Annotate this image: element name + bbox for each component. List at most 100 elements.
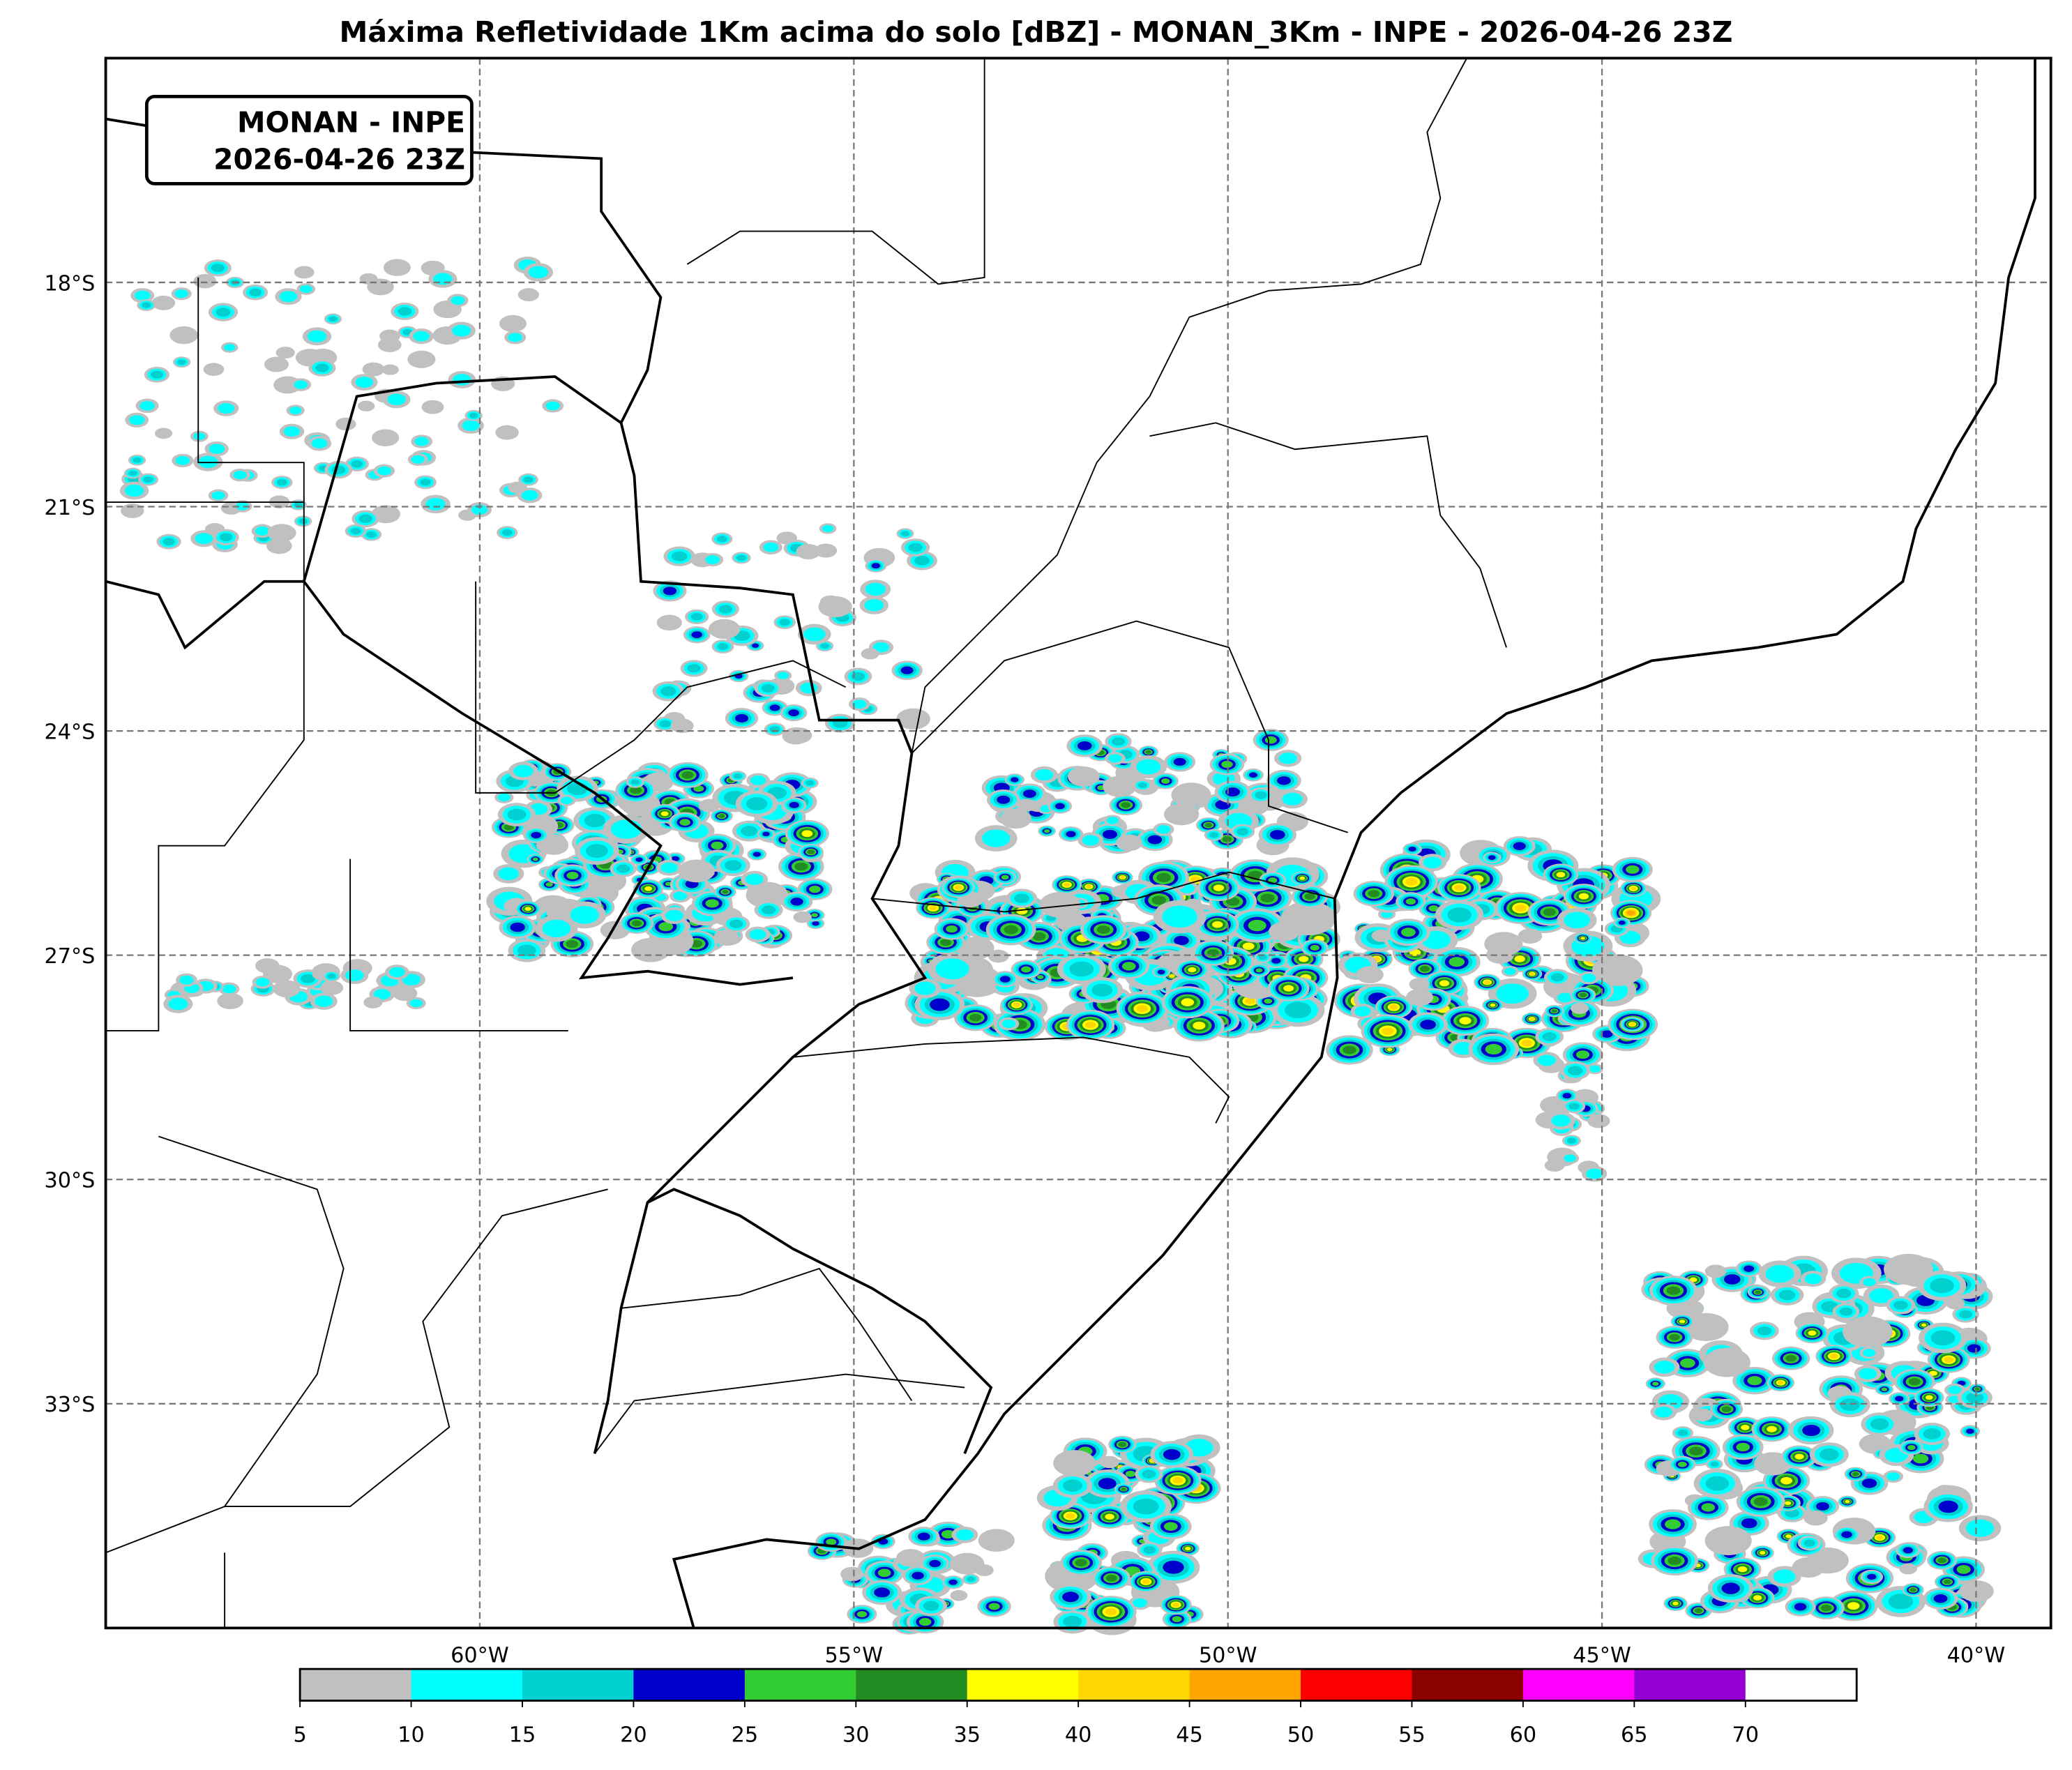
reflectivity-cell xyxy=(864,599,884,612)
reflectivity-cell xyxy=(761,905,776,915)
reflectivity-cell xyxy=(900,666,914,674)
reflectivity-cell xyxy=(1371,929,1392,942)
reflectivity-cell xyxy=(532,857,538,861)
reflectivity-cell xyxy=(1156,825,1171,834)
reflectivity-cell xyxy=(531,831,542,839)
reflectivity-cell xyxy=(1408,846,1416,852)
reflectivity-cell xyxy=(1586,1168,1603,1179)
reflectivity-cell xyxy=(175,455,190,465)
reflectivity-cell xyxy=(644,886,653,891)
reflectivity-cell xyxy=(724,860,742,871)
reflectivity-cell xyxy=(222,984,236,994)
reflectivity-cell xyxy=(193,273,217,289)
reflectivity-cell xyxy=(421,400,444,414)
reflectivity-cell xyxy=(177,359,186,365)
reflectivity-cell xyxy=(1677,1461,1687,1467)
reflectivity-cell xyxy=(1956,1565,1971,1574)
reflectivity-cell xyxy=(1237,828,1249,835)
reflectivity-cell xyxy=(1160,778,1170,784)
reflectivity-cell xyxy=(363,996,383,1008)
colorbar-swatch xyxy=(1634,1669,1746,1701)
reflectivity-cell xyxy=(1420,966,1430,972)
reflectivity-cell xyxy=(1284,1001,1312,1019)
reflectivity-cell xyxy=(1967,1344,1981,1353)
colorbar-swatch xyxy=(300,1669,412,1701)
reflectivity-cell xyxy=(567,782,588,796)
colorbar-swatch xyxy=(967,1669,1080,1701)
reflectivity-cell xyxy=(1744,1265,1755,1272)
reflectivity-cell xyxy=(1255,968,1263,973)
reflectivity-cell xyxy=(1564,912,1591,929)
reflectivity-cell xyxy=(1582,974,1596,983)
reflectivity-cell xyxy=(1665,1519,1681,1529)
reflectivity-cell xyxy=(681,771,694,779)
reflectivity-cell xyxy=(211,491,225,500)
reflectivity-cell xyxy=(1102,829,1117,840)
reflectivity-cell xyxy=(1016,799,1037,812)
reflectivity-cell xyxy=(793,911,812,923)
reflectivity-cell xyxy=(865,582,886,596)
reflectivity-cell xyxy=(1859,1368,1877,1379)
reflectivity-cell xyxy=(383,259,411,276)
reflectivity-cell xyxy=(1277,776,1291,785)
reflectivity-cell xyxy=(1449,957,1465,967)
reflectivity-cell xyxy=(1181,998,1195,1006)
reflectivity-cell xyxy=(918,1618,932,1626)
reflectivity-cell xyxy=(908,543,923,552)
colorbar-swatch xyxy=(1745,1669,1858,1701)
reflectivity-cell xyxy=(315,995,333,1007)
colorbar-tick-label: 55 xyxy=(1398,1723,1426,1747)
reflectivity-cell xyxy=(1937,1557,1946,1564)
reflectivity-cell xyxy=(997,795,1011,804)
colorbar-swatch xyxy=(856,1669,968,1701)
reflectivity-cell xyxy=(914,555,930,566)
reflectivity-cell xyxy=(1757,1326,1772,1336)
reflectivity-cell xyxy=(151,295,176,310)
reflectivity-cell xyxy=(128,415,145,425)
reflectivity-cell xyxy=(777,672,789,679)
reflectivity-cell xyxy=(1736,1442,1750,1452)
reflectivity-cell xyxy=(350,527,361,535)
reflectivity-cell xyxy=(745,873,764,886)
reflectivity-cell xyxy=(362,362,385,377)
reflectivity-cell xyxy=(377,337,402,352)
reflectivity-cell xyxy=(1382,1027,1394,1035)
reflectivity-cell xyxy=(1137,782,1147,789)
reflectivity-cell xyxy=(1105,1513,1114,1520)
reflectivity-cell xyxy=(1400,928,1416,937)
reflectivity-cell xyxy=(1694,1608,1702,1613)
longitude-labels: 60°W 55°W 50°W 45°W 40°W xyxy=(451,1644,2005,1668)
reflectivity-cell xyxy=(1062,1479,1083,1492)
reflectivity-cell xyxy=(1626,865,1640,874)
reflectivity-cell xyxy=(134,290,151,301)
reflectivity-cell xyxy=(1269,921,1300,941)
reflectivity-cell xyxy=(1069,961,1094,977)
reflectivity-cell xyxy=(584,813,606,828)
reflectivity-cell xyxy=(999,808,1031,829)
reflectivity-cell xyxy=(1282,792,1303,805)
reflectivity-cell xyxy=(542,919,571,938)
reflectivity-cell xyxy=(545,401,560,411)
reflectivity-cell xyxy=(761,683,776,693)
reflectivity-cell xyxy=(656,614,682,631)
colorbar-swatch xyxy=(1412,1669,1524,1701)
reflectivity-cell xyxy=(233,471,247,480)
reflectivity-cell xyxy=(294,266,315,279)
reflectivity-cell xyxy=(1222,836,1232,842)
reflectivity-cell xyxy=(1255,791,1267,799)
reflectivity-cell xyxy=(1933,1594,1948,1603)
reflectivity-cell xyxy=(1819,1448,1839,1461)
reflectivity-cell xyxy=(307,330,327,342)
colorbar-swatch xyxy=(1301,1669,1413,1701)
reflectivity-cell xyxy=(124,484,144,497)
reflectivity-cell xyxy=(779,619,791,626)
reflectivity-cell xyxy=(811,913,818,918)
reflectivity-cell xyxy=(948,1579,958,1585)
reflectivity-cell xyxy=(718,814,725,818)
reflectivity-cell xyxy=(1592,954,1643,986)
reflectivity-cell xyxy=(1870,1418,1889,1430)
reflectivity-cell xyxy=(753,852,761,857)
reflectivity-cell xyxy=(1439,980,1450,987)
reflectivity-cell xyxy=(671,551,688,561)
reflectivity-cell xyxy=(142,302,151,308)
